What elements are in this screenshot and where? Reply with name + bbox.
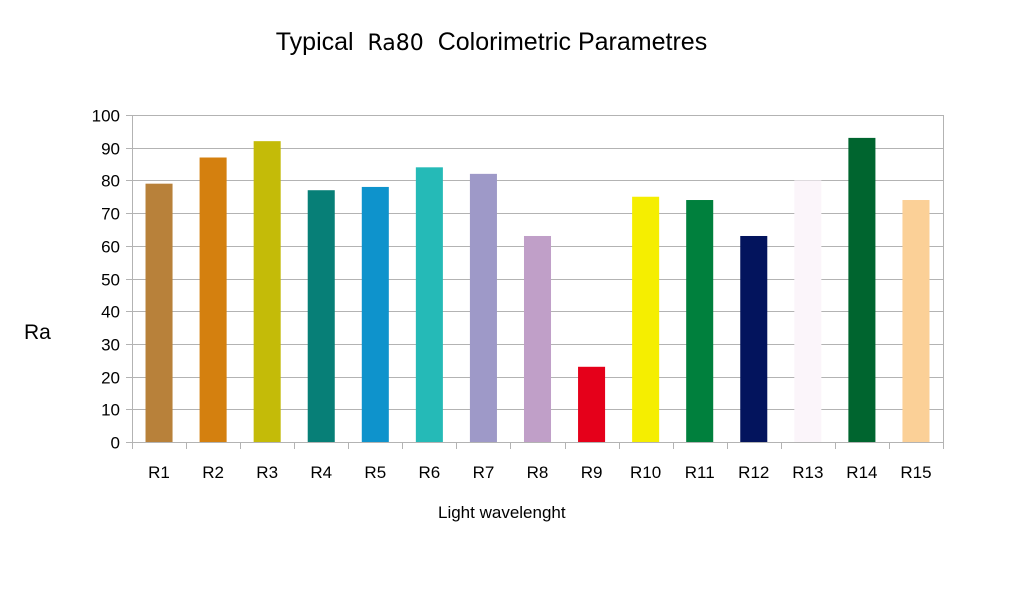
chart-title: Typical Ra80 Colorimetric Parametres bbox=[0, 28, 983, 57]
chart-title-part1: Typical bbox=[275, 28, 354, 56]
bar-R10 bbox=[632, 196, 660, 442]
bar-R6 bbox=[415, 167, 443, 442]
x-tick-label: R13 bbox=[792, 463, 823, 482]
x-tick-label: R6 bbox=[418, 463, 440, 482]
y-tick-label: 10 bbox=[101, 401, 120, 420]
y-axis-label: Ra bbox=[24, 321, 51, 344]
bar-R11 bbox=[686, 200, 714, 442]
x-tick-label: R9 bbox=[581, 463, 603, 482]
bar-R4 bbox=[307, 190, 335, 442]
bar-R2 bbox=[199, 157, 227, 442]
bar-R3 bbox=[253, 141, 281, 442]
bar-R7 bbox=[469, 173, 497, 443]
x-axis-label: Light wavelenght bbox=[438, 503, 566, 522]
y-tick-label: 80 bbox=[101, 172, 120, 191]
bar-R5 bbox=[361, 186, 389, 442]
y-tick-label: 100 bbox=[92, 107, 120, 126]
chart-title-part2: Ra80 bbox=[367, 31, 424, 56]
x-tick-label: R5 bbox=[364, 463, 386, 482]
x-tick-label: R15 bbox=[900, 463, 931, 482]
bar-R14 bbox=[848, 137, 876, 442]
bar-R13 bbox=[794, 180, 822, 442]
y-tick-label: 0 bbox=[111, 434, 120, 453]
chart-title-part3: Colorimetric Parametres bbox=[437, 28, 708, 56]
bar-R15 bbox=[902, 200, 930, 442]
x-tick-label: R8 bbox=[527, 463, 549, 482]
bar-R8 bbox=[523, 235, 552, 442]
axes bbox=[132, 115, 944, 449]
x-tick-label: R14 bbox=[846, 463, 877, 482]
y-tick-label: 60 bbox=[101, 238, 120, 257]
y-tick-label: 50 bbox=[101, 271, 120, 290]
x-tick-label: R10 bbox=[630, 463, 661, 482]
x-tick-label: R11 bbox=[685, 463, 715, 482]
y-tick-label: 30 bbox=[101, 336, 120, 355]
x-tick-label: R4 bbox=[310, 463, 332, 482]
y-tick-label: 20 bbox=[101, 369, 120, 388]
bar-R1 bbox=[145, 183, 173, 443]
x-tick-label: R12 bbox=[738, 463, 769, 482]
x-tick-labels: R1 R2 R3 R4 R5 R6 R7 R8 R9 R10 R11 R12 R13 R14 R15 bbox=[148, 463, 931, 482]
x-tick-label: R2 bbox=[202, 463, 224, 482]
bar-R9 bbox=[578, 366, 606, 442]
x-tick-label: R7 bbox=[473, 463, 495, 482]
x-tick-label: R1 bbox=[148, 463, 170, 482]
y-tick-label: 90 bbox=[101, 140, 120, 159]
y-tick-labels: 0 10 20 30 40 50 60 70 80 90 100 bbox=[92, 107, 120, 453]
x-tick-label: R3 bbox=[256, 463, 278, 482]
y-tick-label: 70 bbox=[101, 205, 120, 224]
y-tick-label: 40 bbox=[101, 303, 120, 322]
bar-R12 bbox=[740, 235, 768, 442]
bars bbox=[145, 137, 930, 443]
